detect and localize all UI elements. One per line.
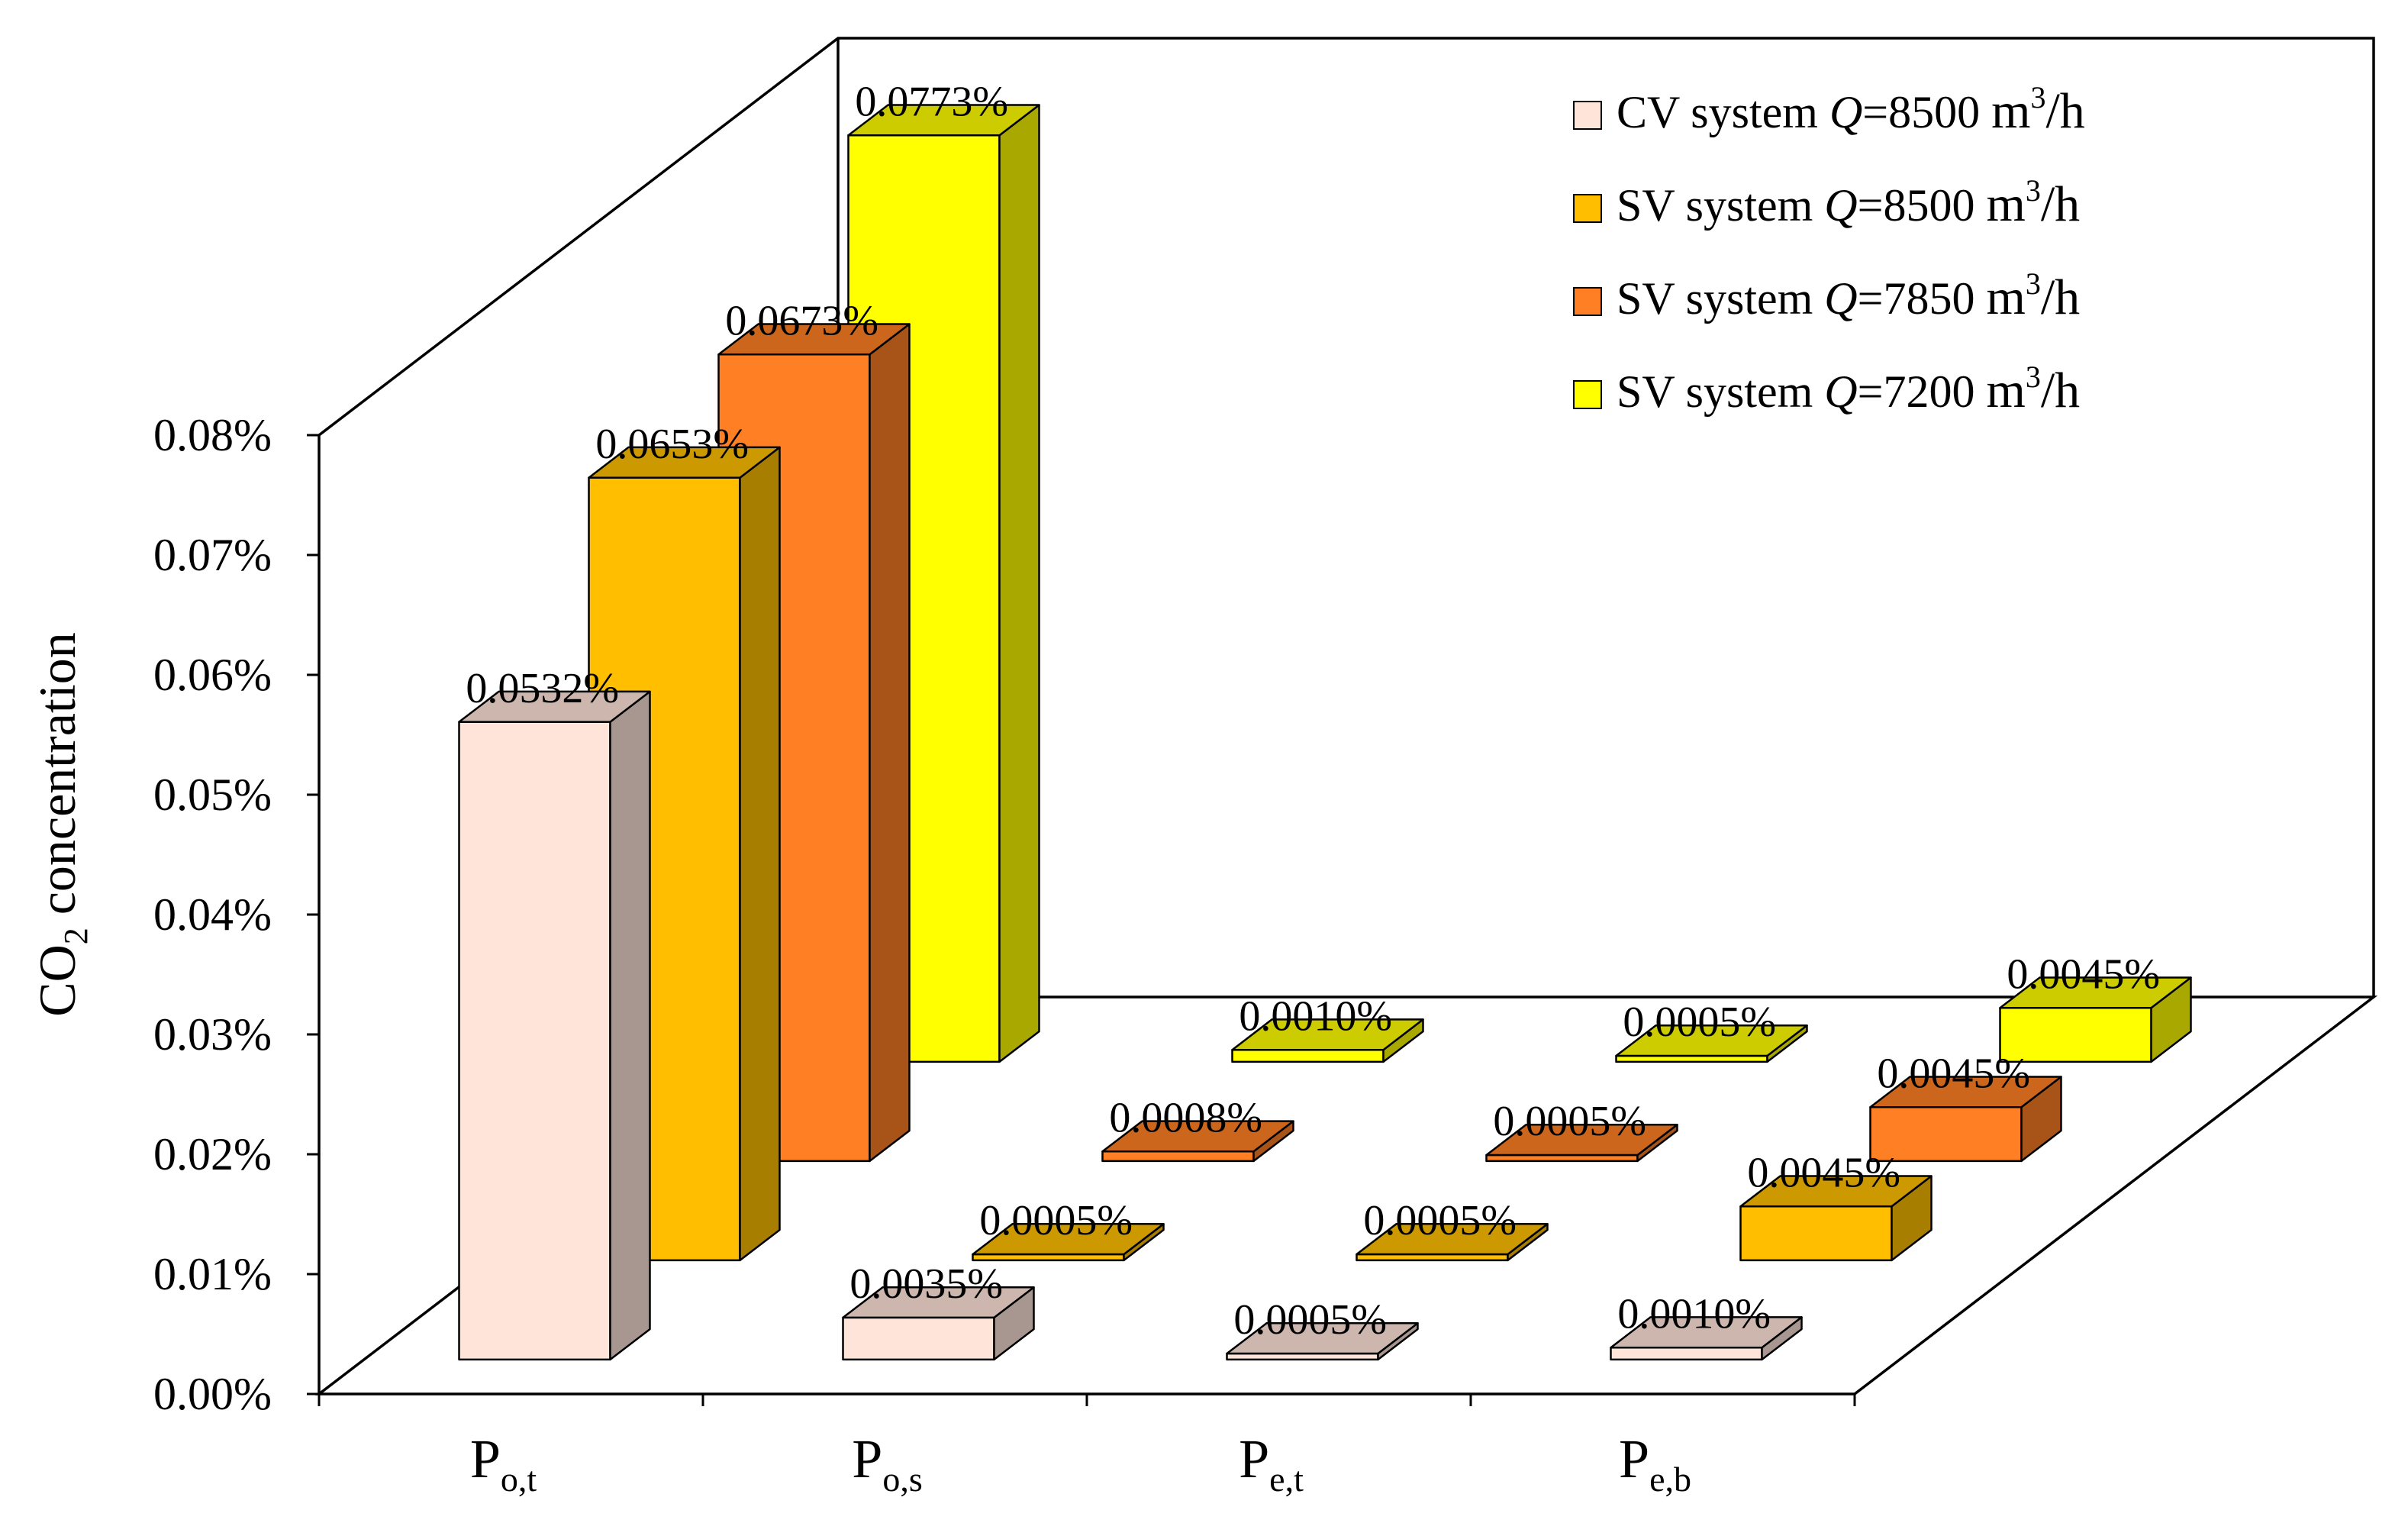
bar-top-face [1739, 1175, 1933, 1208]
bar [1356, 1223, 1549, 1262]
bar-top-face [1485, 1124, 1678, 1157]
y-tick-label: 0.04% [153, 889, 272, 940]
bar [1231, 1018, 1424, 1063]
bar-value-label: 0.0673% [725, 297, 878, 344]
y-tick-label: 0.00% [153, 1369, 272, 1419]
bar-value-label: 0.0773% [855, 78, 1008, 125]
bar-front-face [842, 1316, 995, 1361]
chart-legend: CV system Q=8500 m3/h SV system Q=8500 m3… [1573, 80, 2085, 418]
bar [972, 1223, 1165, 1262]
bar [1485, 1124, 1678, 1163]
legend-swatch [1573, 380, 1602, 409]
bar-top-face [842, 1286, 1035, 1319]
chart-axes: 0.00% 0.01% 0.02% 0.03% 0.04% 0.05% 0.06% 0.07%… [28, 410, 1856, 1499]
x-category-label: Pe,b [1619, 1428, 1691, 1499]
data-labels: 0.0773% 0.0010% 0.0005% 0.0045% 0.0673% 0.000… [466, 78, 2160, 1344]
bar-value-label: 0.0045% [1877, 1050, 2030, 1097]
bar-top-face [847, 104, 1040, 137]
legend-swatch [1573, 101, 1602, 130]
bar-value-label: 0.0005% [1623, 999, 1776, 1046]
bar-front-face [1231, 1048, 1385, 1063]
legend-label: SV system Q=7200 m3/h [1617, 360, 2080, 418]
bar-top-face [1999, 976, 2192, 1009]
bar-value-label: 0.0010% [1239, 992, 1392, 1040]
bar-value-label: 0.0005% [1493, 1098, 1646, 1145]
bar-side-face [998, 104, 1040, 1063]
bar-value-label: 0.0008% [1109, 1094, 1262, 1141]
bar [1101, 1120, 1294, 1163]
y-tick-label: 0.03% [153, 1009, 272, 1060]
bar-top-face [1356, 1223, 1549, 1256]
x-category-label: Pe,t [1239, 1428, 1304, 1499]
bar-top-face [1615, 1024, 1808, 1057]
legend-item: CV system Q=8500 m3/h [1573, 80, 2085, 139]
bar-top-face [972, 1223, 1165, 1256]
bar-value-label: 0.0045% [1747, 1149, 1900, 1196]
bar-top-face [458, 690, 651, 723]
bar-top-face [1226, 1322, 1419, 1355]
y-tick-label: 0.05% [153, 770, 272, 820]
y-tick-label: 0.06% [153, 650, 272, 700]
bar [1869, 1076, 2062, 1163]
bar-top-face [1869, 1076, 2062, 1108]
bar-value-label: 0.0010% [1617, 1290, 1771, 1337]
legend-label: SV system Q=8500 m3/h [1617, 173, 2080, 232]
y-tick-label: 0.02% [153, 1129, 272, 1179]
x-category-label: Po,s [852, 1428, 922, 1499]
bar-value-label: 0.0005% [1363, 1197, 1517, 1244]
legend-item: SV system Q=7200 m3/h [1573, 360, 2080, 418]
legend-swatch [1573, 194, 1602, 223]
bar-side-face [739, 446, 781, 1262]
bar-top-face [1101, 1120, 1294, 1153]
bar-top-face [1231, 1018, 1424, 1051]
legend-swatch [1573, 287, 1602, 316]
chart-bars [458, 104, 2192, 1361]
bar [458, 690, 651, 1361]
bar-front-face [1739, 1205, 1893, 1262]
bar-value-label: 0.0653% [595, 421, 749, 468]
bar-top-face [1610, 1316, 1803, 1349]
y-tick-label: 0.07% [153, 530, 272, 580]
legend-item: SV system Q=7850 m3/h [1573, 266, 2080, 325]
x-category-label: Po,t [470, 1428, 537, 1499]
bar [1739, 1175, 1933, 1262]
bar [1226, 1322, 1419, 1361]
bar-value-label: 0.0005% [979, 1197, 1133, 1244]
bar-top-face [588, 446, 781, 479]
legend-label: CV system Q=8500 m3/h [1617, 80, 2085, 139]
y-axis-label: CO2 concentration [28, 632, 95, 1017]
bar-value-label: 0.0045% [2007, 950, 2160, 998]
bar-top-face [717, 323, 911, 356]
bar [1615, 1024, 1808, 1063]
bar-value-label: 0.0035% [849, 1260, 1003, 1308]
bar [842, 1286, 1035, 1361]
y-tick-label: 0.01% [153, 1249, 272, 1299]
bar-front-face [1610, 1346, 1763, 1361]
bar-front-face [458, 721, 611, 1361]
bar [1999, 976, 2192, 1063]
legend-label: SV system Q=7850 m3/h [1617, 266, 2080, 325]
legend-item: SV system Q=8500 m3/h [1573, 173, 2080, 232]
bar-value-label: 0.0005% [1233, 1296, 1387, 1344]
bar-value-label: 0.0532% [466, 665, 619, 712]
bar-side-face [609, 690, 651, 1361]
y-tick-label: 0.08% [153, 410, 272, 460]
bar-front-face [1101, 1150, 1255, 1163]
bar-side-face [869, 323, 911, 1163]
bar [1610, 1316, 1803, 1361]
